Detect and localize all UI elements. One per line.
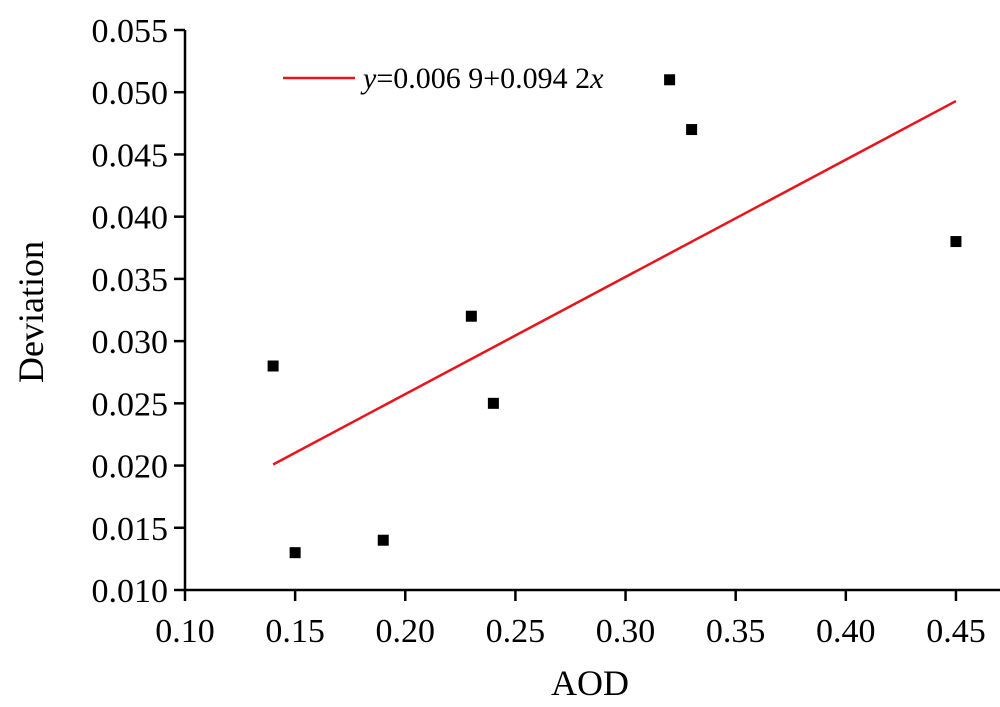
x-tick-label: 0.10 [155,613,215,650]
x-tick-label: 0.30 [596,613,656,650]
legend-var-y: y [360,62,377,95]
x-axis-title: AOD [551,663,629,703]
fit-line [272,99,957,466]
legend-equation-body: =0.006 9+0.094 2 [376,62,590,95]
data-point [289,547,301,559]
y-axis-title: Deviation [11,241,51,383]
x-tick-label: 0.35 [706,613,766,650]
data-point [686,124,698,136]
x-tick-label: 0.20 [376,613,436,650]
x-ticks: 0.10 0.15 0.20 0.25 0.30 0.35 0.40 0.45 [155,590,986,650]
axes [183,30,1000,592]
x-tick-label: 0.45 [926,613,986,650]
y-tick-label: 0.040 [92,200,169,237]
data-point [664,74,676,86]
y-tick-label: 0.055 [92,13,169,50]
y-tick-label: 0.045 [92,137,169,174]
data-point [267,360,279,372]
y-ticks: 0.010 0.015 0.020 0.025 0.030 0.035 0.040 0.045… [92,13,185,610]
data-point [950,236,962,248]
x-tick-label: 0.40 [816,613,876,650]
y-tick-label: 0.015 [92,511,169,548]
legend: y=0.006 9+0.094 2x [283,62,604,95]
y-tick-label: 0.020 [92,449,169,486]
y-tick-label: 0.030 [92,324,169,361]
y-tick-label: 0.010 [92,573,169,610]
data-point [377,534,389,546]
legend-equation: y=0.006 9+0.094 2x [360,62,604,95]
data-points [267,74,962,559]
x-tick-label: 0.15 [265,613,325,650]
data-point [465,310,477,322]
x-tick-label: 0.25 [486,613,546,650]
y-tick-label: 0.025 [92,386,169,423]
y-tick-label: 0.050 [92,75,169,112]
legend-var-x: x [589,62,604,95]
y-tick-label: 0.035 [92,262,169,299]
data-point [487,397,499,409]
